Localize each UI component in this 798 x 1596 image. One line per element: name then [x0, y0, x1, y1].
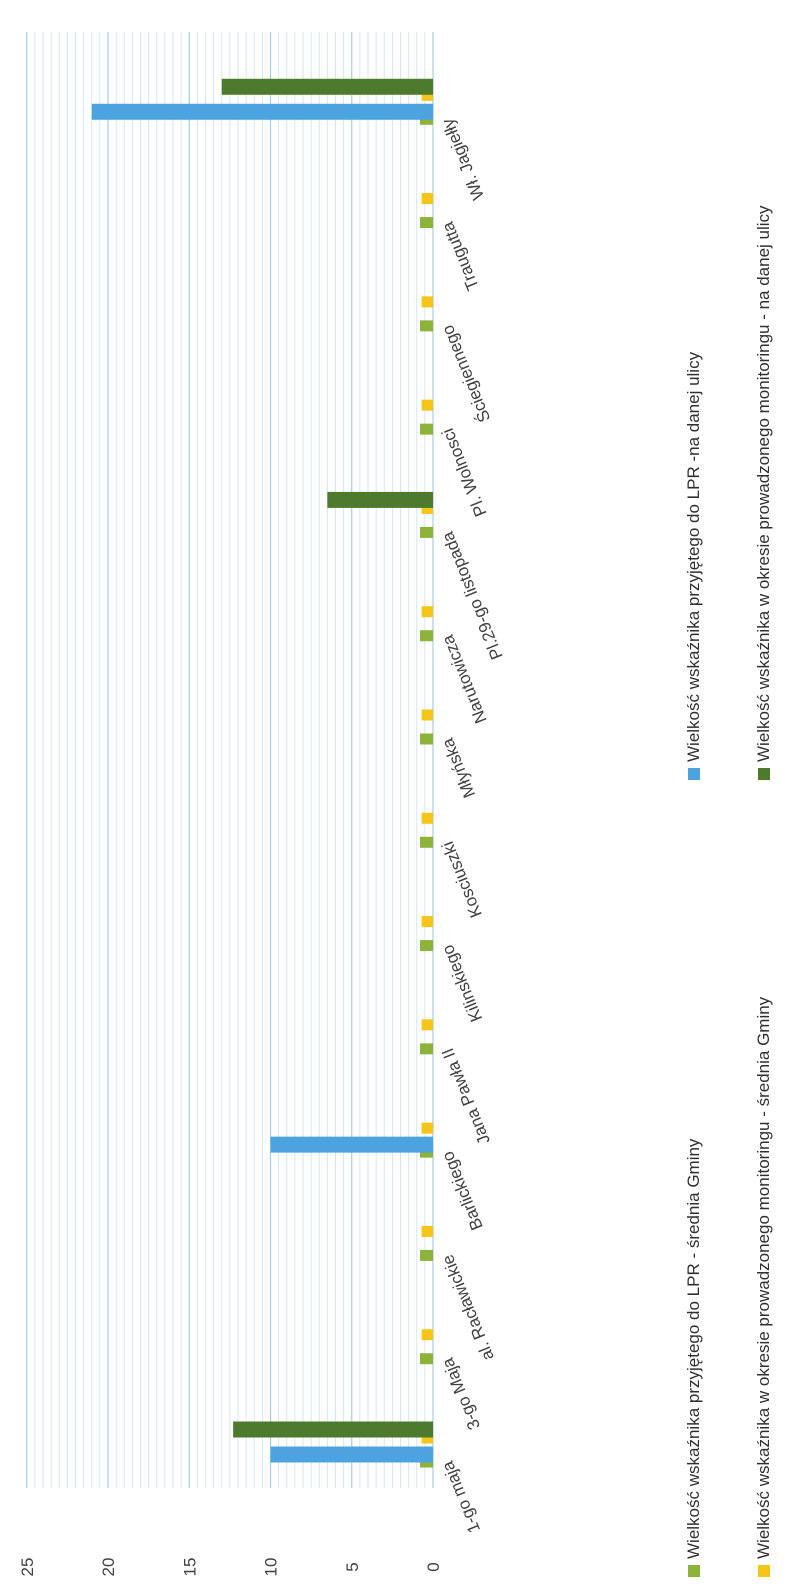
bar-3-14: [421, 89, 433, 101]
bar-2-1: [270, 1446, 433, 1463]
legend-swatch: [758, 1565, 770, 1577]
bar-3-9: [421, 606, 433, 618]
bar-2-4: [270, 1136, 433, 1153]
bars: [91, 78, 433, 1468]
bar-1-13: [420, 217, 433, 229]
legend-swatch: [758, 768, 770, 780]
bar-1-9: [420, 630, 433, 642]
bar-3-12: [421, 296, 433, 308]
bar-1-11: [420, 423, 433, 435]
bar-1-5: [420, 1043, 433, 1055]
value-tick-label: 20: [99, 1558, 118, 1577]
bar-1-10: [420, 526, 433, 538]
bar-1-12: [420, 320, 433, 332]
legend-label: Wielkość wskaźnika przyjętego do LPR - ś…: [684, 1138, 703, 1559]
bar-3-8: [421, 709, 433, 721]
bar-3-5: [421, 1019, 433, 1031]
legend-label: Wielkość wskaźnika w okresie prowadzoneg…: [754, 205, 773, 762]
value-tick-label: 5: [343, 1562, 362, 1571]
bar-1-2: [420, 1353, 433, 1365]
bar-1-3: [420, 1249, 433, 1261]
bar-3-6: [421, 916, 433, 928]
value-tick-label: 15: [180, 1558, 199, 1577]
legend-label: Wielkość wskaźnika przyjętego do LPR -na…: [684, 351, 703, 762]
bar-3-11: [421, 399, 433, 411]
bar-3-7: [421, 812, 433, 824]
bar-3-10: [421, 502, 433, 514]
bar-2-14: [91, 103, 433, 120]
value-tick-label: 25: [18, 1558, 37, 1577]
bar-1-7: [420, 836, 433, 848]
bar-4-14: [221, 78, 433, 95]
legend: Wielkość wskaźnika przyjętego do LPR - ś…: [684, 205, 773, 1577]
bar-1-8: [420, 733, 433, 745]
grid-lines: [26, 32, 434, 1488]
bar-4-1: [233, 1421, 433, 1438]
bar-3-2: [421, 1329, 433, 1341]
bar-1-6: [420, 940, 433, 952]
value-axis-ticks: 0 5 10 15 20 25: [18, 1558, 443, 1577]
value-tick-label: 10: [262, 1558, 281, 1577]
legend-swatch: [688, 1565, 700, 1577]
legend-swatch: [688, 768, 700, 780]
value-tick-label: 0: [424, 1562, 443, 1571]
bar-3-3: [421, 1225, 433, 1237]
bar-4-10: [327, 491, 433, 508]
bar-3-1: [421, 1432, 433, 1444]
bar-3-13: [421, 193, 433, 205]
legend-label: Wielkość wskaźnika w okresie prowadzoneg…: [754, 996, 773, 1559]
bar-3-4: [421, 1122, 433, 1134]
